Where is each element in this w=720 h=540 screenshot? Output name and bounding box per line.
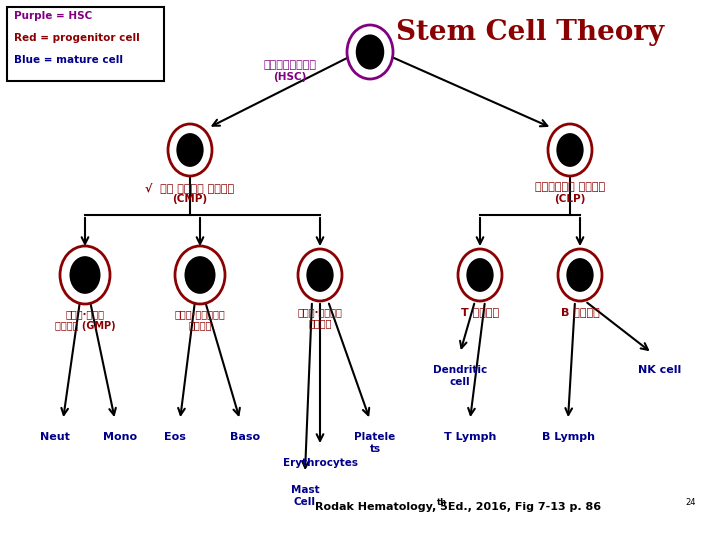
Ellipse shape [60, 246, 110, 304]
FancyBboxPatch shape [7, 7, 164, 81]
Ellipse shape [467, 258, 494, 292]
Text: 공통림프구계 선조세포: 공통림프구계 선조세포 [535, 182, 605, 192]
Text: th: th [437, 498, 447, 507]
Text: Rodak Hematology, 5: Rodak Hematology, 5 [315, 502, 448, 512]
Text: 호산구·호염기구계
선조세포: 호산구·호염기구계 선조세포 [175, 309, 225, 330]
Ellipse shape [307, 258, 333, 292]
Text: √  공통 골수구계 선조세포: √ 공통 골수구계 선조세포 [145, 182, 235, 193]
Text: T 선조세포: T 선조세포 [461, 307, 499, 317]
Text: NK cell: NK cell [639, 365, 682, 375]
Text: 다능조혁줄기세포: 다능조혁줄기세포 [264, 60, 317, 70]
Ellipse shape [557, 133, 584, 167]
Text: (CMP): (CMP) [172, 194, 207, 204]
Text: Eos: Eos [164, 432, 186, 442]
Ellipse shape [175, 246, 225, 304]
Text: 24: 24 [685, 498, 696, 507]
Ellipse shape [548, 124, 592, 176]
Ellipse shape [347, 25, 393, 79]
Text: Ed., 2016, Fig 7-13 p. 86: Ed., 2016, Fig 7-13 p. 86 [444, 502, 601, 512]
Ellipse shape [558, 249, 602, 301]
Ellipse shape [184, 256, 215, 294]
Ellipse shape [168, 124, 212, 176]
Text: Blue = mature cell: Blue = mature cell [14, 55, 123, 65]
Text: Platele
ts: Platele ts [354, 432, 395, 454]
Text: Stem Cell Theory: Stem Cell Theory [396, 18, 664, 45]
Text: (CLP): (CLP) [554, 194, 585, 204]
Ellipse shape [567, 258, 593, 292]
Ellipse shape [356, 35, 384, 70]
Ellipse shape [298, 249, 342, 301]
Text: T Lymph: T Lymph [444, 432, 496, 442]
Text: Baso: Baso [230, 432, 260, 442]
Text: Erythrocytes: Erythrocytes [282, 458, 358, 468]
Text: B 선조세포: B 선조세포 [561, 307, 599, 317]
Text: Mast
Cell: Mast Cell [291, 485, 319, 507]
Text: Neut: Neut [40, 432, 70, 442]
Ellipse shape [70, 256, 101, 294]
Text: Dendritic
cell: Dendritic cell [433, 365, 487, 387]
Ellipse shape [458, 249, 502, 301]
Ellipse shape [176, 133, 204, 167]
Text: 거핵구·적혁구계
선조세포: 거핵구·적혁구계 선조세포 [297, 307, 343, 329]
Text: Mono: Mono [103, 432, 137, 442]
Text: Purple = HSC: Purple = HSC [14, 11, 92, 21]
Text: Red = progenitor cell: Red = progenitor cell [14, 33, 140, 43]
Text: 과립구·단구계
선조세포 (GMP): 과립구·단구계 선조세포 (GMP) [55, 309, 115, 330]
Text: B Lymph: B Lymph [541, 432, 595, 442]
Text: (HSC): (HSC) [274, 72, 307, 82]
